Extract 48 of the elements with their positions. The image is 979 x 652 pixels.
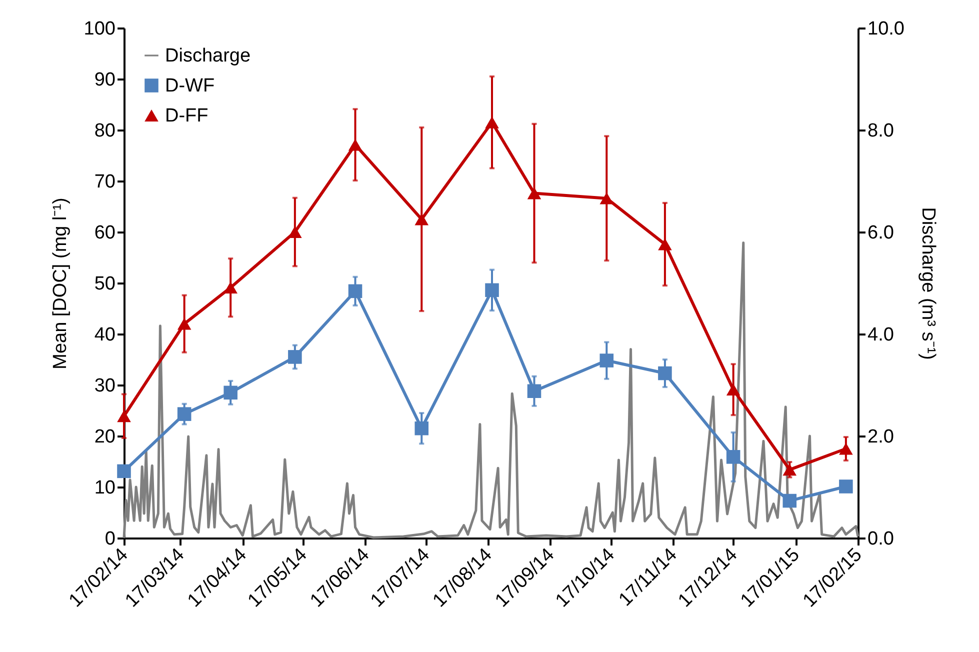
point	[177, 318, 192, 330]
y2-tick-label: 6.0	[868, 222, 894, 244]
point	[414, 213, 429, 226]
y-tick-label: 80	[94, 120, 116, 142]
y2-tick-label: 4.0	[868, 324, 894, 346]
y-tick-label: 20	[94, 426, 116, 448]
y2-tick-label: 2.0	[868, 426, 894, 448]
y2-tick-label: 8.0	[868, 120, 894, 142]
point	[177, 407, 192, 421]
point	[224, 282, 238, 294]
point	[348, 284, 362, 298]
y-axis-title: Mean [DOC] (mg l⁻¹)	[50, 198, 71, 370]
legend-label: D-WF	[165, 76, 215, 96]
point	[117, 410, 131, 422]
point	[839, 442, 853, 455]
point	[348, 138, 362, 151]
point	[726, 450, 740, 464]
y-tick-label: 50	[94, 274, 116, 294]
y-tick-label: 60	[94, 222, 116, 244]
point	[485, 116, 499, 128]
point	[658, 366, 672, 380]
y-tick-label: 90	[94, 70, 116, 90]
y-tick-label: 10	[94, 478, 116, 498]
legend-label: D-FF	[165, 106, 208, 126]
point	[658, 238, 672, 250]
point	[839, 480, 853, 494]
y2-tick-label: 0.0	[868, 528, 894, 550]
point	[527, 187, 542, 200]
y-tick-label: 0	[104, 528, 116, 550]
legend-label: Discharge	[165, 46, 251, 66]
point	[224, 386, 238, 400]
y2-axis-title: Discharge (m³ s⁻¹)	[917, 207, 938, 360]
point	[782, 464, 797, 476]
point	[117, 464, 131, 478]
y-tick-label: 100	[84, 18, 116, 40]
point	[288, 350, 302, 364]
y2-tick-label: 10.0	[868, 18, 904, 40]
point	[485, 283, 499, 298]
point	[288, 226, 302, 238]
point	[600, 192, 614, 204]
y-tick-label: 40	[94, 324, 116, 346]
point	[726, 384, 740, 396]
point	[527, 384, 542, 398]
y-tick-label: 70	[94, 172, 116, 192]
point	[414, 421, 429, 436]
point	[782, 494, 797, 508]
y-tick-label: 30	[94, 376, 116, 396]
point	[600, 354, 614, 368]
